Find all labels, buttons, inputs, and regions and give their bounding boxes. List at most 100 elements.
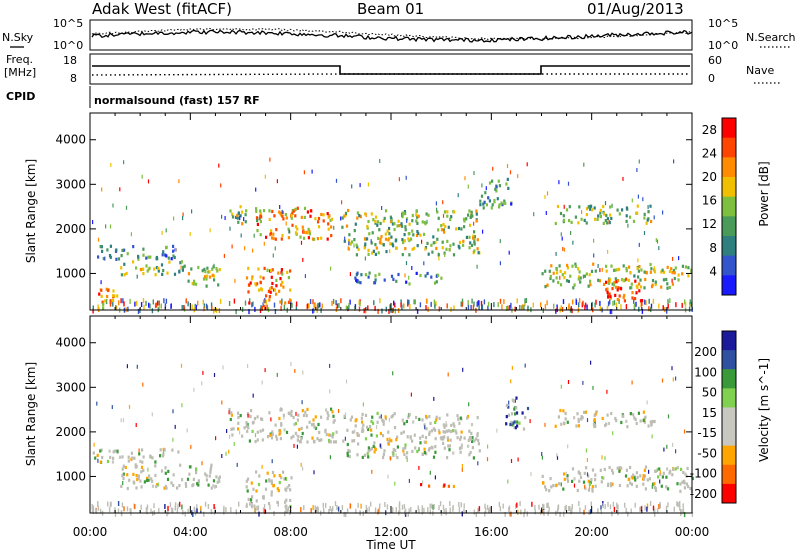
power-cell <box>493 198 496 203</box>
power-cell <box>211 267 214 271</box>
velocity-cell <box>343 414 346 418</box>
power-cell <box>616 279 620 283</box>
power-cell <box>593 238 595 243</box>
power-cell <box>417 214 420 218</box>
power-cell <box>292 209 295 213</box>
power-cell <box>532 302 534 308</box>
power-cell <box>268 298 271 302</box>
power-colorbar-tick: 20 <box>702 170 717 184</box>
power-cell <box>662 210 664 215</box>
velocity-cell <box>584 484 586 489</box>
power-cell <box>354 222 357 226</box>
power-cell <box>340 298 342 304</box>
power-cell <box>284 213 287 217</box>
power-cell <box>143 304 145 310</box>
velocity-cell <box>142 455 145 459</box>
velocity-cell <box>468 402 470 407</box>
power-cell <box>625 214 628 218</box>
velocity-cell <box>156 483 159 487</box>
power-cell <box>585 207 589 211</box>
power-cell <box>278 210 281 214</box>
power-cell <box>607 293 610 297</box>
power-cell <box>644 299 646 305</box>
velocity-cell <box>114 449 117 453</box>
velocity-cell <box>642 474 645 478</box>
power-cell <box>312 308 314 314</box>
power-cell <box>616 268 619 272</box>
velocity-cell <box>592 385 594 390</box>
velocity-cell <box>476 434 479 438</box>
velocity-cell <box>518 421 521 425</box>
velocity-cell <box>421 418 424 422</box>
power-cell <box>590 204 593 208</box>
power-cell <box>218 268 221 272</box>
power-cell <box>424 274 427 278</box>
power-cell <box>205 277 208 281</box>
velocity-cell <box>443 425 446 429</box>
velocity-cell <box>441 435 444 440</box>
power-cell <box>360 273 363 277</box>
power-cell <box>359 215 362 219</box>
power-cell <box>548 269 551 273</box>
velocity-cell <box>643 477 646 481</box>
velocity-cell <box>452 429 455 433</box>
power-cell <box>605 280 608 284</box>
velocity-cell <box>285 508 287 513</box>
velocity-cell <box>346 454 349 458</box>
power-cell <box>268 295 271 299</box>
velocity-colorbar-tick: -100 <box>690 467 717 481</box>
power-cell <box>296 206 299 210</box>
velocity-cell <box>644 465 648 469</box>
power-cell <box>611 203 613 208</box>
velocity-cell <box>373 441 376 445</box>
velocity-cell <box>361 427 364 431</box>
velocity-cell <box>349 503 351 509</box>
power-cell <box>300 240 303 245</box>
velocity-cell <box>247 364 249 369</box>
power-cell <box>364 212 367 216</box>
velocity-cell <box>204 472 207 476</box>
power-cell <box>164 303 167 309</box>
velocity-cell <box>214 506 216 512</box>
velocity-cell <box>462 367 464 372</box>
power-cell <box>389 242 392 246</box>
velocity-cell <box>639 506 641 512</box>
power-cell <box>120 254 123 258</box>
velocity-cell <box>447 372 449 377</box>
power-cell <box>263 241 265 246</box>
power-cell <box>355 253 358 257</box>
velocity-cell <box>656 508 659 514</box>
power-cell <box>606 217 609 221</box>
velocity-cell <box>146 476 149 480</box>
velocity-cell <box>685 482 688 486</box>
power-cell <box>300 215 303 219</box>
velocity-cell <box>679 505 681 511</box>
power-cell <box>666 286 669 290</box>
velocity-cell <box>591 489 594 493</box>
power-cell <box>568 205 571 209</box>
power-cell <box>127 306 129 312</box>
velocity-cell <box>277 501 279 507</box>
velocity-cell <box>477 508 479 514</box>
velocity-cell <box>579 507 581 513</box>
velocity-cell <box>174 424 176 429</box>
velocity-cell <box>335 430 338 434</box>
velocity-cell <box>452 484 455 489</box>
power-cell <box>506 177 509 181</box>
velocity-cell <box>676 482 679 486</box>
velocity-cell <box>630 482 634 486</box>
power-cell <box>562 218 566 222</box>
velocity-cell <box>567 444 569 449</box>
velocity-cell <box>434 420 437 424</box>
power-cell <box>132 260 135 264</box>
velocity-cell <box>649 501 652 506</box>
power-cell <box>658 246 660 251</box>
velocity-cell <box>682 470 685 475</box>
power-cell <box>371 251 374 255</box>
power-cell <box>661 268 664 272</box>
velocity-cell <box>502 503 504 509</box>
power-cell <box>192 282 195 286</box>
power-cell <box>294 207 297 211</box>
velocity-cell <box>580 417 583 421</box>
